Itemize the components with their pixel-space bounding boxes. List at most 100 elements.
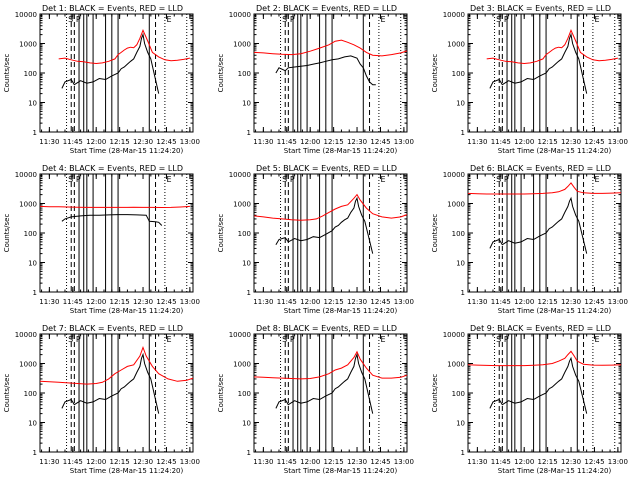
series-line-lld	[253, 39, 408, 57]
series-line-events	[489, 356, 588, 414]
y-tick-label: 1	[247, 289, 251, 297]
y-tick-label: 1000	[19, 361, 37, 369]
marker-label-p: P	[290, 335, 295, 344]
x-tick-label: 12:00	[86, 298, 106, 306]
plot-frame	[467, 173, 622, 293]
x-tick-label: 12:00	[300, 138, 320, 146]
x-tick-label: 12:45	[156, 138, 176, 146]
x-tick-label: 12:15	[110, 298, 130, 306]
x-tick-label: 11:45	[63, 138, 83, 146]
y-axis-label: Counts/sec	[3, 374, 11, 413]
y-tick-label: 1000	[447, 41, 465, 49]
y-tick-label: 1000	[447, 201, 465, 209]
x-tick-label: 12:00	[514, 298, 534, 306]
series-line-lld	[467, 350, 622, 367]
marker-label-s: S	[282, 15, 287, 24]
y-tick-label: 10	[242, 100, 251, 108]
panel-title: Det 2: BLACK = Events, RED = LLD	[256, 4, 397, 13]
y-tick-label: 100	[238, 390, 251, 398]
y-tick-label: 10000	[229, 171, 251, 179]
x-tick-label: 11:45	[63, 298, 83, 306]
x-tick-label: 12:00	[86, 138, 106, 146]
panel-title: Det 7: BLACK = Events, RED = LLD	[42, 324, 183, 333]
x-tick-label: 11:30	[39, 138, 59, 146]
x-tick-label: 11:45	[491, 458, 511, 466]
x-tick-label: 11:45	[277, 298, 297, 306]
y-tick-label: 10	[456, 260, 465, 268]
x-tick-label: 13:00	[180, 458, 200, 466]
y-tick-label: 100	[452, 70, 465, 78]
x-tick-label: 11:45	[277, 138, 297, 146]
series-line-events	[275, 196, 374, 254]
x-tick-label: 12:15	[538, 138, 558, 146]
y-tick-label: 100	[238, 230, 251, 238]
panel-title: Det 8: BLACK = Events, RED = LLD	[256, 324, 397, 333]
series-line-events	[61, 32, 160, 94]
x-axis-label: Start Time (28-Mar-15 11:24:20)	[284, 147, 398, 155]
marker-label-s: S	[496, 335, 501, 344]
y-tick-label: 10000	[229, 11, 251, 19]
x-tick-label: 12:00	[514, 138, 534, 146]
x-tick-label: 12:30	[561, 458, 581, 466]
plot-frame	[253, 13, 408, 133]
y-tick-label: 10	[242, 260, 251, 268]
x-tick-label: 12:00	[300, 458, 320, 466]
x-tick-label: 12:30	[347, 458, 367, 466]
x-tick-label: 12:15	[324, 458, 344, 466]
x-tick-label: 13:00	[180, 298, 200, 306]
y-tick-label: 100	[452, 230, 465, 238]
y-axis-label: Counts/sec	[431, 214, 439, 253]
marker-label-e: E	[166, 15, 171, 24]
x-tick-label: 12:00	[514, 458, 534, 466]
x-tick-label: 13:00	[394, 298, 414, 306]
x-tick-label: 11:30	[253, 138, 273, 146]
series-line-lld	[39, 345, 194, 385]
x-tick-label: 13:00	[608, 458, 628, 466]
y-tick-label: 1000	[447, 361, 465, 369]
marker-label-e: E	[166, 175, 171, 184]
marker-label-p: P	[76, 335, 81, 344]
panel-title: Det 1: BLACK = Events, RED = LLD	[42, 4, 183, 13]
series-line-lld	[58, 28, 191, 65]
series-line-events	[61, 352, 160, 414]
x-tick-label: 12:15	[538, 458, 558, 466]
y-tick-label: 10	[28, 260, 37, 268]
y-axis-label: Counts/sec	[3, 214, 11, 253]
x-tick-label: 12:00	[86, 458, 106, 466]
x-axis-label: Start Time (28-Mar-15 11:24:20)	[498, 307, 612, 315]
marker-label-e: E	[166, 335, 171, 344]
x-tick-label: 12:15	[324, 138, 344, 146]
x-tick-label: 12:15	[110, 138, 130, 146]
y-tick-label: 10000	[15, 171, 37, 179]
x-tick-label: 11:30	[467, 458, 487, 466]
plot-frame	[39, 333, 194, 453]
marker-label-e: E	[594, 15, 599, 24]
x-tick-label: 12:30	[133, 458, 153, 466]
y-tick-label: 1000	[233, 41, 251, 49]
x-tick-label: 12:45	[584, 298, 604, 306]
x-tick-label: 12:30	[133, 298, 153, 306]
x-tick-label: 13:00	[180, 138, 200, 146]
marker-label-p: P	[76, 15, 81, 24]
marker-label-p: P	[76, 175, 81, 184]
x-axis-label: Start Time (28-Mar-15 11:24:20)	[70, 147, 184, 155]
marker-label-s: S	[68, 15, 73, 24]
x-tick-label: 12:30	[347, 138, 367, 146]
series-line-lld	[253, 350, 408, 380]
x-tick-label: 12:30	[561, 138, 581, 146]
x-tick-label: 12:45	[584, 458, 604, 466]
x-tick-label: 11:30	[253, 458, 273, 466]
marker-label-e: E	[380, 335, 385, 344]
y-axis-label: Counts/sec	[217, 214, 225, 253]
series-line-events	[489, 196, 588, 254]
x-axis-label: Start Time (28-Mar-15 11:24:20)	[498, 467, 612, 475]
x-axis-label: Start Time (28-Mar-15 11:24:20)	[70, 467, 184, 475]
x-tick-label: 12:30	[561, 298, 581, 306]
x-tick-label: 12:45	[584, 138, 604, 146]
